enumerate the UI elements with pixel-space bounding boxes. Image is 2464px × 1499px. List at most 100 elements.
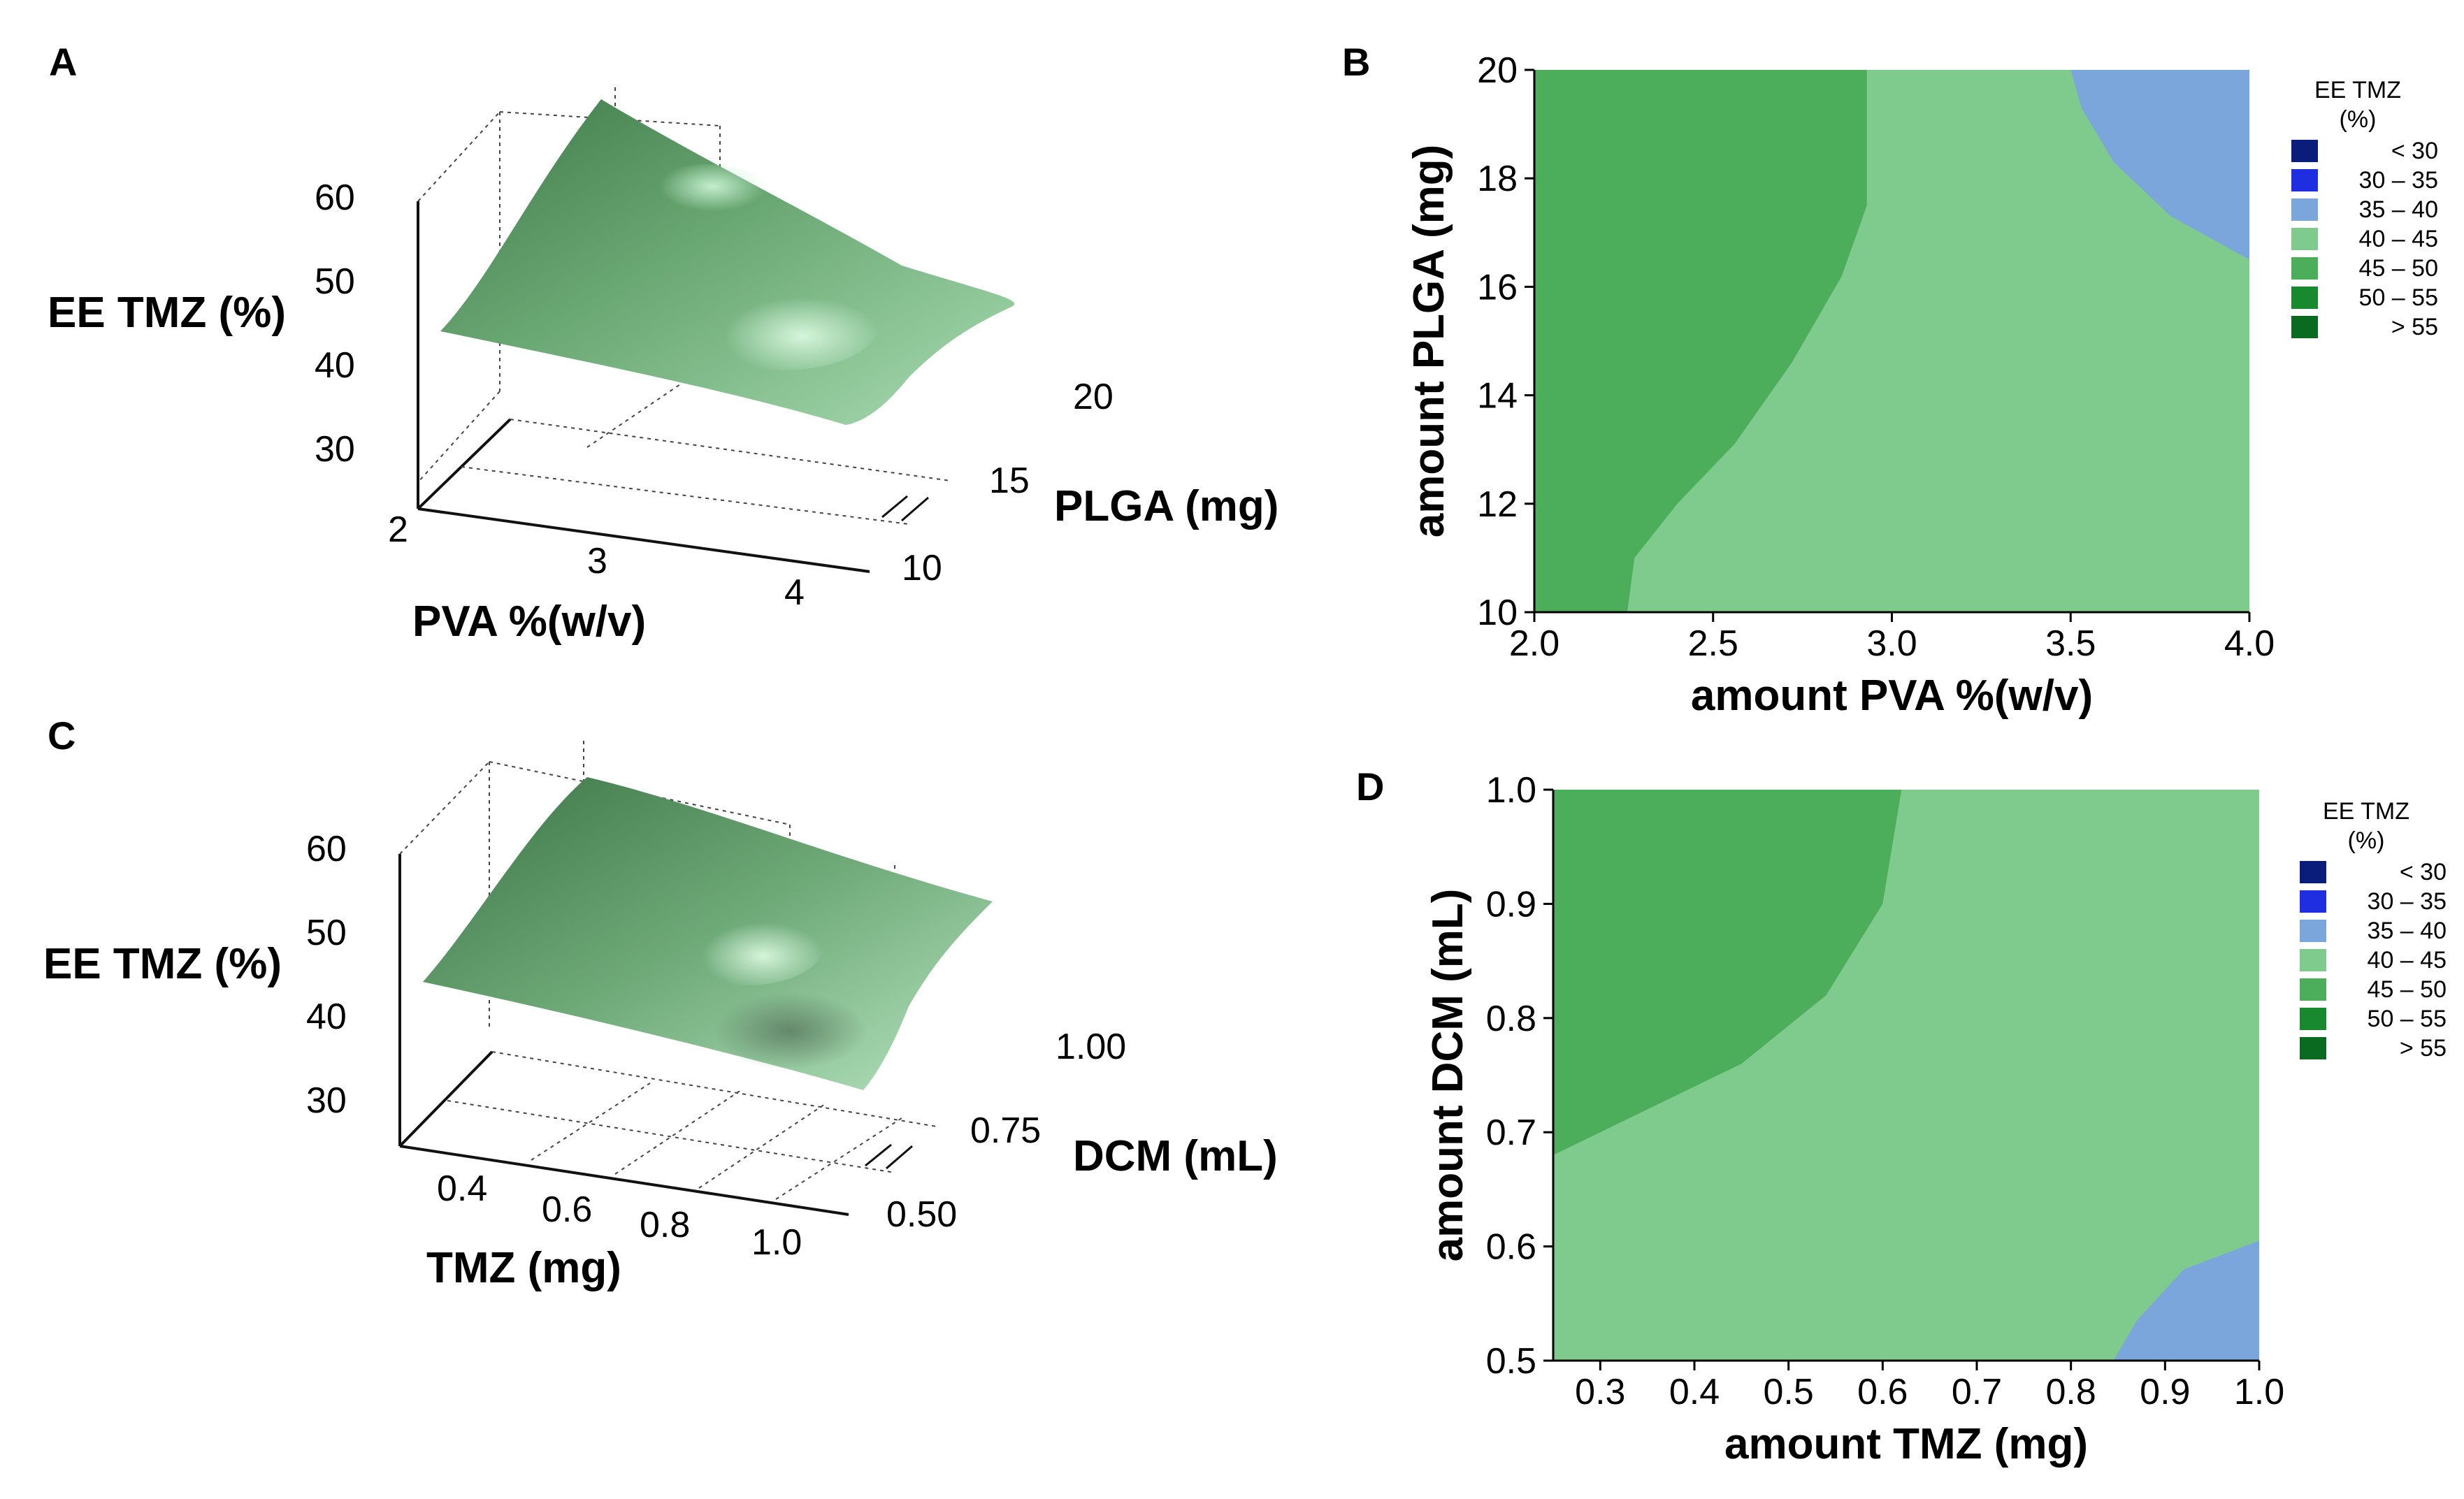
panel-a-z-tick: 50 (315, 261, 355, 302)
panel-d-x-tick-label: 0.6 (1857, 1372, 1908, 1412)
panel-b-y-tick-label: 20 (1477, 50, 1518, 91)
panel-c-x-tick: 0.4 (437, 1168, 487, 1209)
panel-a-box (417, 201, 870, 573)
panel-c-z-tick: 60 (306, 829, 347, 869)
panel-b-legend-swatch (2291, 257, 2318, 280)
panel-d-legend-entry: 40 – 45 (2368, 947, 2447, 973)
panel-b-y-tick-label: 14 (1477, 376, 1518, 417)
panel-a-surface (440, 99, 1015, 425)
panel-a-z-tick: 60 (315, 178, 355, 218)
panel-b-legend-entry: 50 – 55 (2359, 284, 2438, 311)
panel-a-z-tick: 30 (315, 429, 355, 470)
panel-c-z-tick: 40 (306, 997, 347, 1037)
panel-b-legend-entry: 30 – 35 (2359, 167, 2438, 194)
panel-d-x-tick-label: 0.9 (2140, 1372, 2190, 1412)
panel-c-box (398, 854, 849, 1216)
panel-b-legend-swatch (2291, 316, 2318, 338)
panel-d-y-tick-label: 0.7 (1486, 1113, 1536, 1153)
panel-c-shade (713, 992, 867, 1069)
panel-c-y-tick: 0.50 (886, 1194, 957, 1235)
panel-d-y-tick-label: 0.9 (1486, 884, 1536, 925)
panel-d-legend-swatch (2300, 949, 2326, 971)
panel-a-x-label: PVA %(w/v) (412, 598, 646, 646)
panel-d-legend-title: (%) (2348, 827, 2385, 854)
panel-b-legend-swatch (2291, 198, 2318, 221)
panel-b-y-tick-label: 12 (1477, 484, 1518, 525)
panel-d-x-tick-label: 0.7 (1952, 1372, 2002, 1412)
panel-b-y-tick-label: 10 (1477, 593, 1518, 633)
panel-a-y-tick: 10 (902, 548, 942, 588)
panel-b-legend-entry: 40 – 45 (2359, 226, 2438, 252)
panel-c-y-tick: 0.75 (970, 1110, 1041, 1151)
panel-b-y-tick-label: 18 (1477, 159, 1518, 199)
panel-label-c: C (48, 714, 75, 758)
panel-d-y-tick-label: 0.8 (1486, 999, 1536, 1039)
panel-c-highlight (671, 901, 825, 985)
panel-a-ticks: 60 50 40 30 2 3 4 10 15 20 (315, 178, 1114, 613)
panel-b-x-tick-label: 2.5 (1688, 623, 1738, 664)
panel-d-legend-swatch (2300, 861, 2326, 883)
panel-b-x-tick-label: 3.5 (2045, 623, 2096, 664)
panel-b-x-tick-label: 2.0 (1509, 623, 1559, 664)
panel-d-legend-swatch (2300, 1037, 2326, 1059)
panel-label-b: B (1342, 40, 1370, 84)
panel-a-highlight-1 (640, 164, 772, 227)
panel-a-z-label: EE TMZ (%) (48, 289, 286, 337)
panel-d-x-tick-label: 0.8 (2046, 1372, 2096, 1412)
panel-c-z-tick: 50 (306, 913, 347, 953)
panel-b-legend-entry: 45 – 50 (2359, 255, 2438, 282)
panel-d-y-tick-label: 1.0 (1486, 770, 1536, 811)
panel-d-legend-swatch (2300, 890, 2326, 913)
panel-c: C 60 50 40 30 0.4 0 (43, 714, 1278, 1292)
panel-d-y-tick-label: 0.5 (1486, 1341, 1536, 1382)
panel-b-legend-swatch (2291, 169, 2318, 191)
panel-c-y-marks (865, 1143, 913, 1170)
panel-d-legend-title: EE TMZ (2323, 798, 2409, 825)
panel-a-y-tick: 15 (989, 461, 1030, 501)
panel-b-legend-swatch (2291, 287, 2318, 309)
panel-a-y-label: PLGA (mg) (1054, 482, 1278, 530)
panel-d-legend-entry: 35 – 40 (2368, 918, 2447, 944)
panel-d-x-tick-label: 1.0 (2234, 1372, 2284, 1412)
panel-c-y-tick: 1.00 (1056, 1027, 1126, 1067)
panel-a: A 60 50 40 30 2 3 4 10 (48, 40, 1278, 646)
panel-b-legend-title: EE TMZ (2314, 77, 2401, 103)
panel-b-legend-swatch (2291, 140, 2318, 162)
panel-b-x-tick-label: 3.0 (1866, 623, 1917, 664)
panel-d: D 0.3 0.4 0.5 0.6 0.7 0.8 0.9 1.0 0.5 0.6 0.7 0.8 0.… (1356, 765, 2447, 1468)
panel-a-x-tick: 3 (587, 541, 607, 581)
panel-label-d: D (1356, 765, 1384, 809)
panel-c-y-label: DCM (mL) (1073, 1132, 1278, 1180)
panel-d-region-35-40 (2113, 1240, 2259, 1361)
panel-d-legend-entry: 50 – 55 (2368, 1006, 2447, 1032)
panel-b-y-tick-label: 16 (1477, 267, 1518, 307)
panel-b-x-label: amount PVA %(w/v) (1691, 672, 2093, 720)
panel-b-legend-entry: < 30 (2391, 138, 2438, 164)
panel-label-a: A (49, 40, 77, 84)
panel-a-highlight-2 (685, 273, 881, 370)
panel-d-legend-swatch (2300, 1008, 2326, 1030)
panel-d-y-label: amount DCM (mL) (1424, 889, 1472, 1262)
panel-d-x-label: amount TMZ (mg) (1724, 1420, 2088, 1468)
panel-a-x-tick: 4 (784, 572, 805, 613)
panel-b-legend-swatch (2291, 228, 2318, 250)
panel-d-region-45-50 (1553, 790, 1902, 1155)
panel-b-legend-entry: 35 – 40 (2359, 196, 2438, 223)
panel-d-legend-entry: 45 – 50 (2368, 976, 2447, 1003)
panel-c-x-tick: 0.6 (542, 1189, 592, 1230)
panel-d-legend-swatch (2300, 920, 2326, 942)
panel-b-region-35-40 (2070, 70, 2249, 260)
panel-c-x-tick: 1.0 (751, 1222, 802, 1263)
panel-d-legend-entry: > 55 (2400, 1035, 2447, 1062)
panel-a-y-tick: 20 (1073, 377, 1114, 417)
panel-c-x-tick: 0.8 (640, 1205, 690, 1245)
panel-c-z-label: EE TMZ (%) (43, 940, 282, 988)
panel-c-x-label: TMZ (mg) (426, 1244, 621, 1292)
panel-c-z-tick: 30 (306, 1080, 347, 1121)
panel-d-x-tick-label: 0.3 (1575, 1372, 1625, 1412)
panel-b-region-45-50 (1534, 70, 1867, 612)
panel-b-y-label: amount PLGA (mg) (1405, 145, 1453, 538)
panel-a-y-marks (881, 495, 929, 522)
panel-d-y-tick-label: 0.6 (1486, 1227, 1536, 1268)
